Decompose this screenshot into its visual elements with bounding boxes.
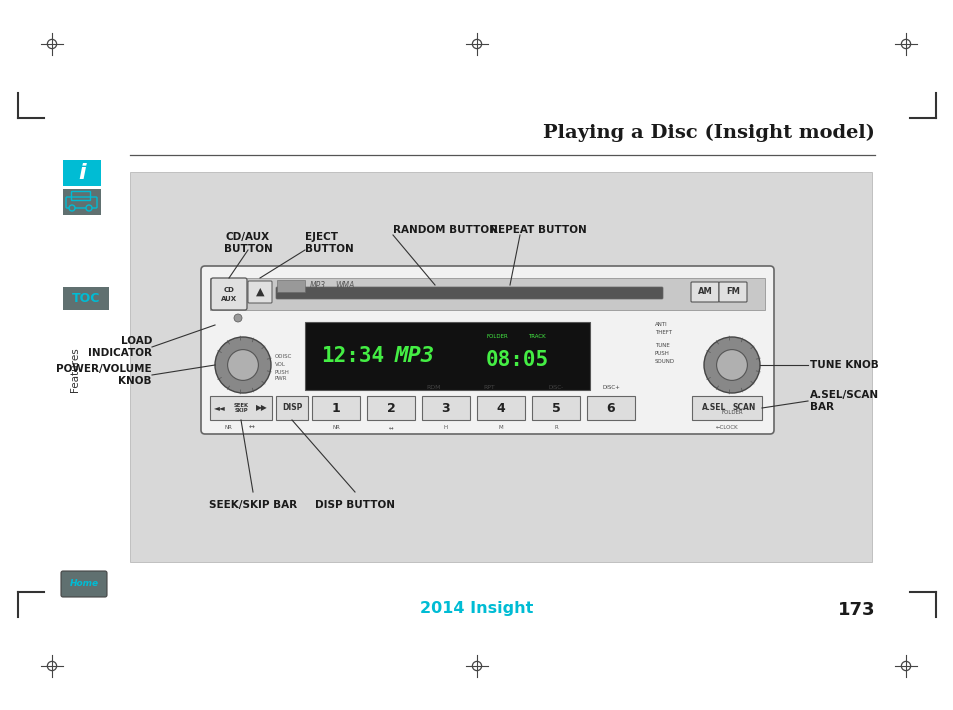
Text: Features: Features [70,348,80,393]
Text: SEEK
SKIP: SEEK SKIP [233,403,248,413]
Text: ↔: ↔ [388,425,393,430]
Text: POWER/VOLUME
KNOB: POWER/VOLUME KNOB [56,364,152,386]
Text: 5: 5 [551,401,559,415]
FancyBboxPatch shape [586,396,635,420]
Text: SEEK/SKIP BAR: SEEK/SKIP BAR [209,500,296,510]
Text: 4: 4 [497,401,505,415]
Text: LOAD
INDICATOR: LOAD INDICATOR [88,337,152,358]
FancyBboxPatch shape [532,396,579,420]
Text: DISC-: DISC- [548,385,563,390]
Text: DISC+: DISC+ [601,385,619,390]
Text: ▲: ▲ [255,287,264,297]
FancyBboxPatch shape [63,189,101,215]
FancyBboxPatch shape [690,282,719,302]
FancyBboxPatch shape [130,172,871,562]
Circle shape [703,337,760,393]
FancyBboxPatch shape [367,396,415,420]
Text: 3: 3 [441,401,450,415]
Text: 173: 173 [837,601,874,619]
Text: Home: Home [70,579,98,589]
FancyBboxPatch shape [201,266,773,434]
Text: RANDOM BUTTON: RANDOM BUTTON [393,225,497,235]
Text: SOUND: SOUND [655,359,675,364]
Text: ODISC: ODISC [274,354,292,359]
Text: A.SEL: A.SEL [701,403,725,413]
FancyBboxPatch shape [275,396,308,420]
Text: TUNE KNOB: TUNE KNOB [809,360,878,370]
Text: NR: NR [224,425,232,430]
Circle shape [228,349,258,381]
Text: AUX: AUX [221,296,236,302]
Text: WMA: WMA [335,281,354,290]
Text: M: M [498,425,503,430]
FancyBboxPatch shape [691,396,761,420]
Text: VOL: VOL [274,363,286,368]
Text: H: H [443,425,448,430]
Text: FOLDER: FOLDER [720,410,742,415]
Text: 12:34: 12:34 [321,346,384,366]
Text: CD: CD [223,287,234,293]
Circle shape [214,337,271,393]
FancyBboxPatch shape [211,278,247,310]
Circle shape [716,349,746,381]
FancyBboxPatch shape [63,160,101,186]
Text: EJECT
BUTTON: EJECT BUTTON [305,232,354,253]
FancyBboxPatch shape [476,396,524,420]
Text: i: i [78,163,86,183]
Text: DISP BUTTON: DISP BUTTON [314,500,395,510]
Text: PUSH: PUSH [274,369,290,374]
FancyBboxPatch shape [421,396,470,420]
Text: Playing a Disc (Insight model): Playing a Disc (Insight model) [542,124,874,142]
Text: A.SEL/SCAN
BAR: A.SEL/SCAN BAR [809,391,879,412]
Text: ▶▶: ▶▶ [255,403,268,413]
Text: REPEAT BUTTON: REPEAT BUTTON [490,225,586,235]
Text: RPT: RPT [482,385,495,390]
Text: 2: 2 [386,401,395,415]
Text: AM: AM [697,288,712,297]
FancyBboxPatch shape [305,322,589,390]
FancyBboxPatch shape [276,280,305,292]
Text: RDM: RDM [426,385,441,390]
Text: ANTI: ANTI [655,322,667,327]
Text: 2014 Insight: 2014 Insight [420,601,533,616]
Text: FM: FM [725,288,740,297]
Circle shape [69,205,75,211]
Circle shape [86,205,91,211]
Text: ◄◄: ◄◄ [213,403,226,413]
FancyBboxPatch shape [210,278,764,310]
FancyBboxPatch shape [210,396,272,420]
Text: THEFT: THEFT [655,330,671,335]
FancyBboxPatch shape [248,281,272,303]
Circle shape [233,314,242,322]
Text: PUSH: PUSH [655,351,669,356]
Text: ↔: ↔ [249,425,254,431]
Text: TOC: TOC [71,293,100,305]
Text: ←CLOCK: ←CLOCK [715,425,738,430]
Text: SCAN: SCAN [732,403,755,413]
Text: FOLDER: FOLDER [486,334,507,339]
FancyBboxPatch shape [61,571,107,597]
Text: 6: 6 [606,401,615,415]
Text: R: R [554,425,558,430]
Text: PWR: PWR [274,376,287,381]
FancyBboxPatch shape [63,287,109,310]
Text: DISP: DISP [281,403,302,413]
Text: MP3: MP3 [395,346,435,366]
Text: TRACK: TRACK [528,334,545,339]
Text: TUNE: TUNE [655,343,669,348]
Text: MP3: MP3 [310,281,326,290]
Text: NR: NR [332,425,339,430]
FancyBboxPatch shape [275,287,662,299]
Text: 08:05: 08:05 [485,350,548,370]
Text: CD/AUX
BUTTON: CD/AUX BUTTON [223,232,273,253]
Text: 1: 1 [332,401,340,415]
FancyBboxPatch shape [312,396,359,420]
FancyBboxPatch shape [719,282,746,302]
